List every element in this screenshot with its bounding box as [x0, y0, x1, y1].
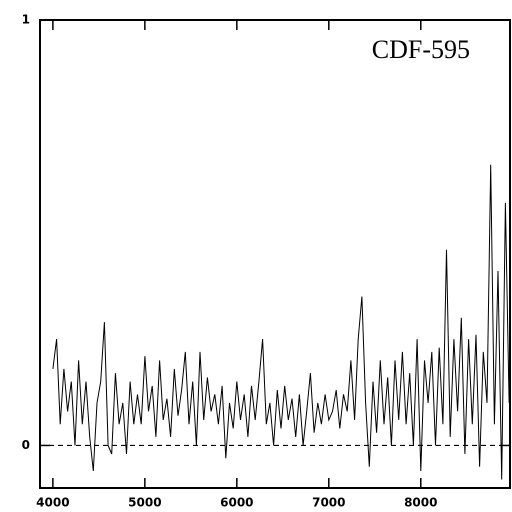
y-tick-label: 0: [22, 438, 30, 452]
x-tick-label: 7000: [312, 496, 345, 510]
spectrum-line: [52, 164, 510, 480]
x-tick-label: 5000: [128, 496, 161, 510]
x-tick-label: 8000: [404, 496, 437, 510]
x-tick-label: 6000: [220, 496, 253, 510]
chart-title: CDF-595: [372, 35, 470, 64]
y-tick-label: 1: [22, 13, 30, 27]
x-tick-label: 4000: [36, 496, 69, 510]
plot-frame: [39, 19, 511, 489]
